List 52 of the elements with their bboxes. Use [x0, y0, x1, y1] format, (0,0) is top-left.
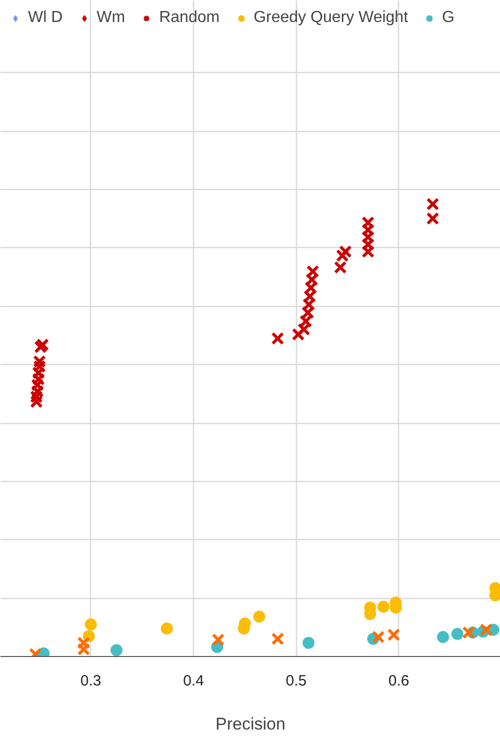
point: [451, 628, 464, 640]
point: [302, 636, 315, 649]
point: [303, 290, 316, 303]
point: [480, 623, 493, 636]
point: [31, 378, 44, 392]
legend-label: Random: [159, 9, 220, 27]
point: [362, 230, 375, 244]
point: [304, 281, 318, 294]
point: [292, 328, 305, 341]
legend-label: G: [442, 9, 456, 27]
point: [362, 245, 375, 258]
point: [32, 372, 45, 386]
point: [426, 198, 440, 211]
point: [253, 610, 266, 623]
point: [362, 223, 375, 236]
point: [362, 238, 375, 251]
point: [77, 636, 90, 650]
point: [377, 600, 390, 613]
point: [36, 338, 50, 352]
point: [34, 340, 47, 354]
point: [31, 384, 44, 398]
x-tick-label: 0.6: [388, 672, 410, 690]
point: [271, 332, 284, 345]
point: [77, 642, 90, 656]
point: [339, 245, 352, 258]
legend-label: Wm: [96, 9, 126, 27]
point: [462, 626, 476, 639]
x-tick-label: 0.5: [286, 672, 307, 690]
point: [110, 644, 123, 656]
point: [437, 631, 450, 644]
point: [372, 630, 385, 644]
x-axis-title: Precision: [216, 714, 286, 734]
point: [160, 622, 173, 634]
legend-label: Greedy Query Weight: [254, 9, 408, 27]
point: [271, 632, 284, 646]
point: [334, 260, 347, 274]
legend-label: Wl D: [28, 9, 63, 27]
point: [297, 322, 310, 336]
point: [301, 306, 314, 320]
point: [306, 265, 320, 278]
point: [212, 633, 225, 646]
point: [387, 628, 400, 642]
x-tick-label: 0.3: [80, 672, 102, 690]
x-tick-label: 0.4: [183, 672, 204, 690]
point: [32, 366, 45, 380]
point: [299, 314, 312, 328]
point: [362, 216, 375, 230]
point: [305, 273, 318, 286]
point: [84, 618, 97, 630]
point: [336, 249, 349, 262]
point: [426, 212, 440, 225]
point: [302, 298, 316, 311]
